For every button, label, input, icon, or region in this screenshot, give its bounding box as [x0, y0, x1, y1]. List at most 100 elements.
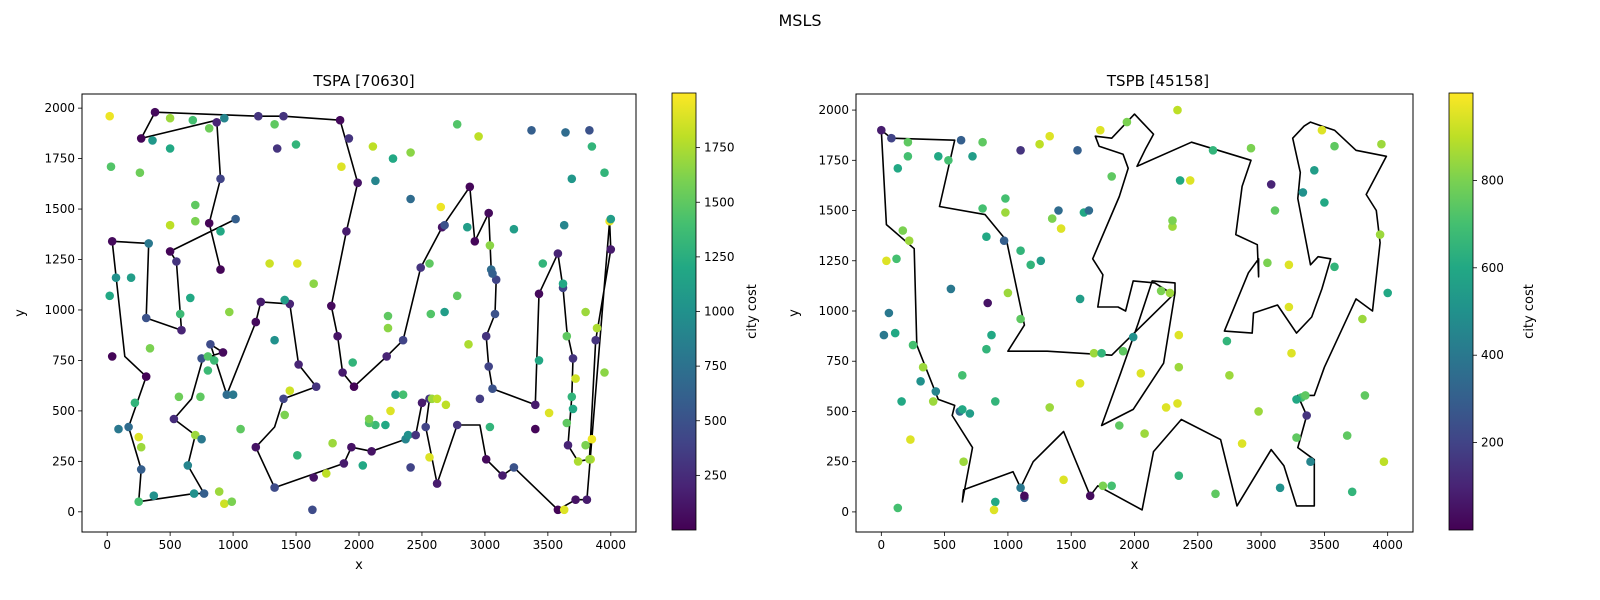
city-point: [465, 182, 475, 192]
y-tick-label: 500: [52, 404, 75, 418]
city-point: [464, 340, 473, 349]
city-point: [285, 386, 295, 396]
city-point: [183, 461, 193, 470]
city-point: [1128, 332, 1138, 342]
city-point: [253, 111, 263, 121]
y-tick-label: 1500: [818, 204, 849, 218]
city-point: [270, 483, 279, 492]
city-point: [177, 325, 186, 335]
city-point: [568, 404, 578, 414]
city-point: [1292, 433, 1301, 442]
colorbar-tick-label: 200: [1481, 436, 1504, 450]
city-point: [189, 489, 199, 498]
city-point: [417, 398, 427, 408]
city-point: [216, 174, 225, 184]
city-point: [436, 202, 446, 212]
city-point: [983, 298, 992, 308]
y-tick-label: 500: [826, 404, 849, 418]
city-point: [337, 162, 346, 171]
city-point: [946, 284, 956, 294]
city-point: [991, 397, 1000, 406]
city-point: [1165, 288, 1175, 298]
city-point: [220, 499, 229, 509]
city-point: [172, 257, 181, 266]
city-point: [573, 457, 583, 466]
city-point: [353, 178, 363, 188]
city-point: [383, 311, 393, 321]
city-point: [216, 265, 225, 274]
city-point: [386, 406, 395, 416]
city-point: [1084, 206, 1094, 215]
city-point: [425, 259, 434, 268]
city-point: [1358, 314, 1367, 324]
city-point: [220, 113, 229, 123]
city-point: [216, 227, 225, 236]
city-point: [1097, 348, 1106, 358]
city-point: [339, 459, 349, 468]
city-point: [1168, 222, 1177, 231]
city-point: [904, 236, 914, 245]
y-tick-label: 0: [841, 505, 849, 519]
city-point: [1161, 403, 1171, 412]
city-point: [406, 148, 415, 157]
city-point: [165, 144, 175, 153]
city-point: [251, 317, 261, 327]
city-point: [475, 394, 485, 404]
city-point: [531, 400, 540, 410]
city-point: [134, 497, 143, 507]
city-point: [968, 152, 977, 161]
city-point: [1026, 260, 1035, 270]
city-point: [1208, 146, 1218, 155]
city-point: [406, 194, 415, 204]
city-point: [1383, 288, 1392, 298]
city-point: [1266, 180, 1276, 189]
city-point: [934, 152, 943, 161]
city-point: [186, 293, 195, 303]
city-point: [498, 471, 507, 480]
y-tick-label: 1750: [818, 153, 849, 167]
city-point: [1377, 139, 1386, 149]
city-point: [344, 134, 354, 143]
city-point: [1073, 146, 1082, 155]
city-point: [136, 465, 146, 474]
city-point: [236, 424, 245, 434]
city-point: [606, 245, 616, 254]
city-point: [1156, 286, 1166, 296]
x-axis-label: x: [355, 558, 363, 573]
city-point: [308, 505, 317, 515]
city-point: [145, 344, 155, 353]
city-point: [959, 457, 968, 467]
x-tick-label: 3500: [533, 538, 564, 552]
city-point: [1016, 314, 1025, 324]
city-point: [1185, 176, 1195, 185]
city-point: [1275, 483, 1285, 493]
city-point: [591, 335, 600, 345]
city-point: [391, 390, 400, 400]
city-point: [600, 368, 609, 377]
x-tick-label: 2500: [1183, 538, 1214, 552]
city-point: [206, 340, 215, 349]
city-point: [111, 273, 121, 283]
city-point: [165, 220, 175, 230]
x-tick-label: 500: [159, 538, 182, 552]
city-point: [892, 254, 901, 264]
city-point: [1054, 206, 1063, 215]
city-point: [371, 176, 380, 186]
x-tick-label: 2000: [1119, 538, 1150, 552]
colorbar-tick-label: 400: [1481, 348, 1504, 362]
y-tick-label: 750: [52, 353, 75, 367]
city-point: [1059, 475, 1068, 485]
x-tick-label: 0: [877, 538, 885, 552]
figure-title: MSLS: [778, 11, 821, 30]
colorbar-tick-label: 1250: [704, 250, 735, 264]
city-point: [509, 463, 519, 472]
city-point: [406, 463, 415, 472]
city-point: [463, 222, 472, 232]
city-point: [470, 237, 480, 246]
y-tick-label: 1250: [44, 253, 75, 267]
city-point: [338, 368, 347, 377]
city-point: [1075, 294, 1085, 304]
city-point: [291, 140, 301, 149]
city-point: [581, 440, 590, 450]
